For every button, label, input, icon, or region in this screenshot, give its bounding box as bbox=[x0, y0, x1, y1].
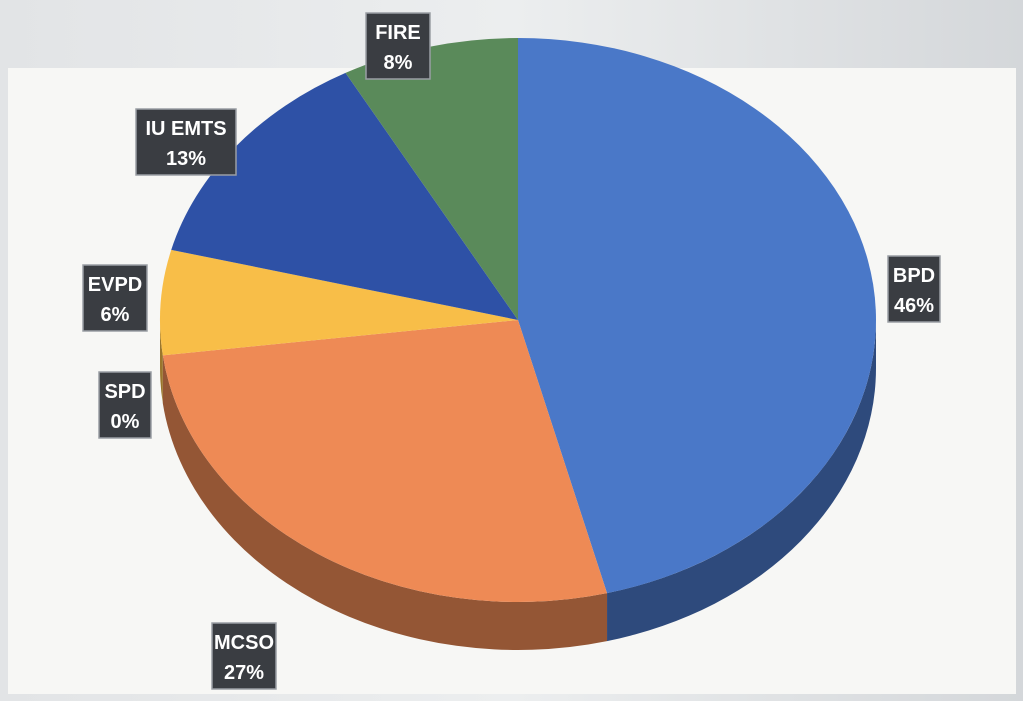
data-label-box-spd bbox=[98, 371, 152, 439]
pie-side-mcso bbox=[162, 355, 608, 651]
pie-slice-evpd bbox=[160, 249, 518, 356]
pie-side-bpd bbox=[607, 320, 876, 642]
pie-slice-fire bbox=[345, 38, 518, 320]
data-label-percent-fire: 8% bbox=[384, 52, 413, 74]
data-label-name-iu-emts: IU EMTS bbox=[145, 118, 226, 140]
data-label-iu-emts: IU EMTS 13% bbox=[135, 108, 237, 176]
data-label-box-bpd bbox=[887, 255, 941, 323]
data-label-name-mcso: MCSO bbox=[214, 632, 274, 654]
data-label-percent-mcso: 27% bbox=[224, 662, 264, 684]
pie-slice-iu-emts bbox=[171, 72, 518, 320]
data-label-name-spd: SPD bbox=[104, 381, 145, 403]
data-label-name-bpd: BPD bbox=[893, 265, 935, 287]
pie-slice-mcso bbox=[162, 320, 608, 602]
data-label-mcso: MCSO 27% bbox=[211, 622, 277, 690]
pie-tops bbox=[160, 38, 876, 602]
data-label-percent-iu-emts: 13% bbox=[166, 148, 206, 170]
data-label-name-evpd: EVPD bbox=[88, 274, 142, 296]
data-label-name-fire: FIRE bbox=[375, 22, 421, 44]
data-label-box-iu-emts bbox=[135, 108, 237, 176]
data-label-evpd: EVPD 6% bbox=[82, 264, 148, 332]
data-label-box-evpd bbox=[82, 264, 148, 332]
data-label-percent-spd: 0% bbox=[111, 411, 140, 433]
data-label-fire: FIRE 8% bbox=[365, 12, 431, 80]
pie-labels: BPD 46% MCSO 27% SPD 0% EVPD 6% IU EMTS 13% FIRE 8% bbox=[82, 12, 941, 690]
data-label-percent-evpd: 6% bbox=[101, 304, 130, 326]
data-label-box-mcso bbox=[211, 622, 277, 690]
data-label-bpd: BPD 46% bbox=[887, 255, 941, 323]
data-label-percent-bpd: 46% bbox=[894, 295, 934, 317]
pie-sides bbox=[160, 320, 876, 651]
data-label-spd: SPD 0% bbox=[98, 371, 152, 439]
data-label-box-fire bbox=[365, 12, 431, 80]
pie-slice-bpd bbox=[518, 38, 876, 594]
pie-side-evpd bbox=[160, 320, 163, 404]
